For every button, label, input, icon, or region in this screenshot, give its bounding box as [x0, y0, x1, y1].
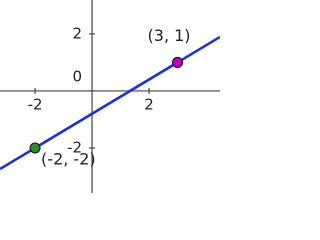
- point-label: (3, 1): [148, 26, 191, 45]
- y-tick-label: -2: [67, 138, 82, 156]
- chart: -2 2 -2 0 2 (-2, -2) (3, 1): [0, 0, 220, 193]
- y-tick-label: 2: [72, 24, 82, 42]
- line: [34, 61, 179, 150]
- y-tick-label: 0: [72, 67, 82, 85]
- x-tick-label: -2: [28, 95, 43, 113]
- x-tick-label: 2: [144, 95, 154, 113]
- point-label: (-2, -2): [41, 149, 96, 168]
- point: [29, 142, 41, 154]
- point: [172, 56, 184, 68]
